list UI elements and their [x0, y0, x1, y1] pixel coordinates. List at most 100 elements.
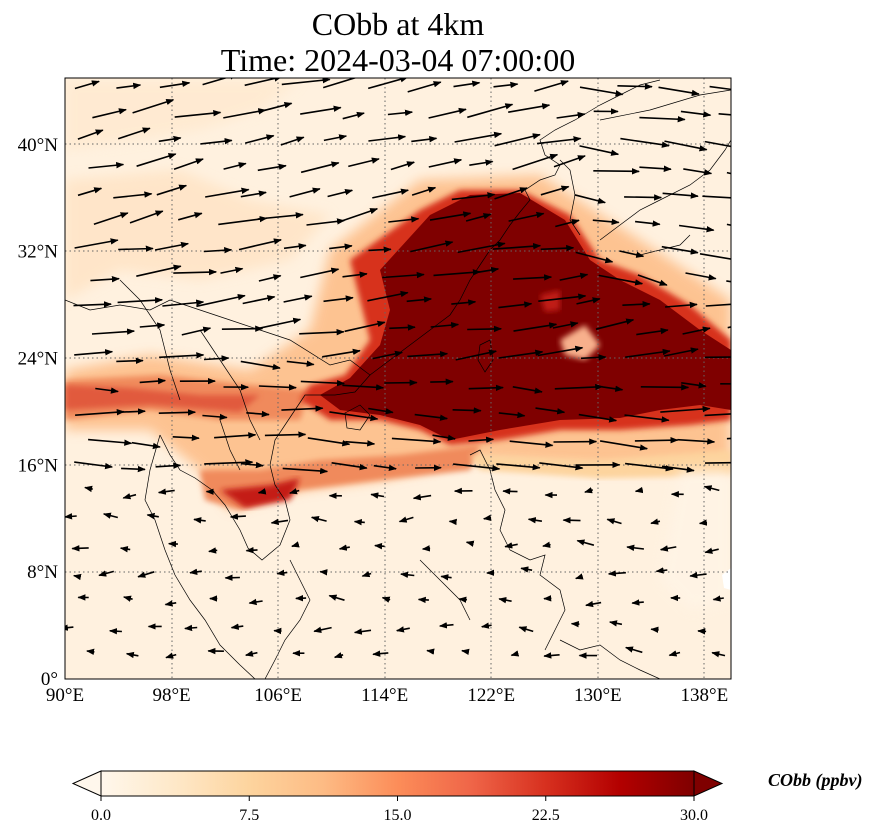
wind-arrow [189, 568, 202, 576]
wind-arrow [622, 301, 651, 308]
wind-arrow [508, 211, 545, 222]
wind-arrow [540, 185, 570, 196]
wind-arrow [381, 596, 391, 603]
wind-arrow [598, 385, 624, 392]
wind-arrow [655, 567, 668, 574]
wind-arrow [504, 542, 518, 549]
wind-arrow [458, 596, 467, 603]
wind-arrow [512, 386, 543, 394]
wind-arrow [323, 134, 348, 142]
wind-arrow [407, 350, 449, 358]
wind-arrow [132, 98, 175, 114]
wind-arrow [158, 409, 196, 416]
wind-arrow [157, 488, 175, 495]
wind-arrow [433, 269, 481, 277]
wind-arrow [606, 518, 622, 525]
wind-arrow [328, 594, 345, 601]
colorbar-label: CObb (ppbv) [768, 770, 863, 790]
wind-arrow [286, 360, 315, 367]
wind-arrow [202, 413, 228, 421]
wind-arrow [368, 134, 407, 142]
wind-arrow [705, 303, 731, 307]
wind-arrow [508, 103, 551, 113]
wind-arrow [137, 571, 155, 578]
lon-tick-label: 122°E [467, 685, 515, 706]
wind-arrow [280, 136, 305, 146]
wind-arrow [367, 290, 409, 302]
wind-arrow [283, 294, 313, 303]
wind-arrow [574, 194, 606, 204]
wind-arrow [319, 569, 328, 576]
wind-arrow [592, 218, 620, 225]
wind-arrow [353, 628, 372, 635]
map-title-line2: Time: 2024-03-04 07:00:00 [220, 42, 576, 78]
wind-arrow [74, 461, 113, 470]
lon-tick-label: 90°E [46, 685, 84, 706]
wind-arrow [414, 413, 448, 421]
wind-arrow [313, 626, 332, 633]
wind-arrow [697, 628, 707, 635]
wind-arrow [562, 517, 581, 524]
wind-arrow [327, 188, 354, 198]
wind-arrow [300, 161, 340, 174]
wind-arrow [718, 113, 731, 116]
wind-arrow [136, 153, 177, 167]
wind-arrow [240, 360, 281, 371]
wind-arrow [155, 462, 182, 469]
wind-arrow [117, 297, 163, 304]
wind-arrow [467, 325, 502, 333]
wind-arrow [439, 622, 454, 629]
wind-arrow [203, 247, 233, 254]
wind-arrow [624, 194, 663, 201]
wind-arrow [338, 544, 350, 551]
cobb-concentration-field [65, 80, 731, 610]
wind-arrow [283, 243, 307, 250]
wind-arrow [417, 596, 429, 604]
wind-arrow [258, 274, 282, 282]
wind-arrow [74, 238, 119, 249]
lat-tick-label: 8°N [27, 562, 58, 583]
lat-tick-label: 40°N [18, 135, 59, 156]
wind-arrow [543, 652, 560, 659]
wind-arrow [300, 379, 345, 387]
wind-arrow [136, 264, 182, 277]
wind-arrow [165, 652, 177, 659]
wind-arrow [342, 271, 368, 278]
wind-arrow [221, 325, 264, 332]
map-frame [64, 77, 732, 680]
lon-tick-label: 98°E [152, 685, 190, 706]
wind-arrow [220, 266, 244, 274]
wind-arrow [576, 297, 601, 305]
wind-arrow [570, 620, 580, 628]
wind-arrow [579, 145, 620, 156]
wind-arrow [518, 626, 534, 633]
wind-arrow [131, 441, 161, 450]
wind-arrow [537, 345, 584, 357]
wind-arrow [214, 432, 257, 439]
wind-arrow [539, 462, 584, 471]
wind-arrow [699, 253, 731, 260]
wind-arrow [258, 384, 297, 391]
wind-arrow [554, 383, 604, 391]
wind-arrow [93, 212, 129, 226]
wind-arrow [469, 159, 494, 166]
wind-arrow [181, 326, 212, 336]
wind-arrow [639, 116, 686, 123]
wind-arrow [658, 86, 700, 97]
wind-arrow [245, 650, 258, 657]
wind-arrow [102, 512, 118, 519]
wind-arrow [339, 208, 379, 223]
wind-arrow [95, 387, 119, 394]
wind-arrow [660, 405, 711, 413]
wind-arrow [116, 408, 146, 415]
wind-arrow [625, 348, 671, 358]
wind-arrow [620, 137, 670, 148]
wind-arrow [640, 384, 690, 391]
wind-arrow [510, 650, 520, 657]
wind-arrow [617, 83, 653, 90]
wind-arrow [726, 223, 731, 226]
wind-arrow [98, 570, 115, 577]
wind-arrow [457, 241, 506, 254]
wind-arrow [177, 212, 203, 221]
